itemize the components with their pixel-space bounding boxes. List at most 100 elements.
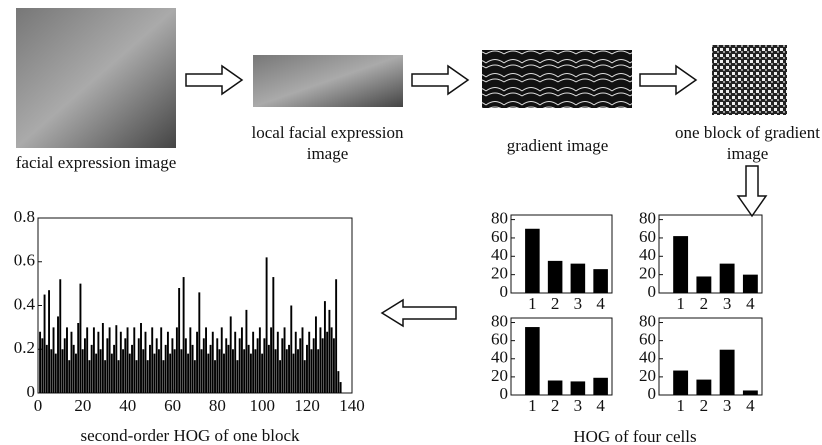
bar bbox=[183, 277, 185, 393]
y-tick-label: 0 bbox=[648, 282, 657, 301]
bar bbox=[156, 338, 158, 393]
y-tick-label: 60 bbox=[639, 330, 656, 349]
bar bbox=[145, 332, 147, 393]
bar bbox=[185, 338, 187, 393]
bar bbox=[158, 349, 160, 393]
bar bbox=[71, 332, 73, 393]
bar bbox=[319, 327, 321, 393]
figure: 00.20.40.60.8020406080100120140second-or… bbox=[0, 0, 822, 445]
bar bbox=[180, 349, 182, 393]
bar bbox=[124, 338, 126, 393]
bar bbox=[210, 345, 212, 393]
caption: one block of gradient image bbox=[675, 122, 820, 164]
y-tick-label: 0.8 bbox=[14, 207, 35, 226]
bar bbox=[295, 332, 297, 393]
x-tick-label: 4 bbox=[746, 294, 755, 313]
bar bbox=[115, 325, 117, 393]
bar bbox=[243, 349, 245, 393]
bar bbox=[189, 327, 191, 393]
x-tick-label: 120 bbox=[294, 396, 320, 415]
bar bbox=[64, 338, 66, 393]
bar bbox=[127, 327, 129, 393]
y-tick-label: 40 bbox=[491, 245, 508, 264]
y-tick-label: 0.4 bbox=[14, 294, 36, 313]
bar bbox=[46, 345, 48, 393]
bar bbox=[275, 349, 277, 393]
x-tick-label: 100 bbox=[250, 396, 276, 415]
bar bbox=[198, 292, 200, 393]
bar bbox=[324, 301, 326, 393]
bar bbox=[284, 327, 286, 393]
arrow bbox=[640, 66, 696, 94]
bar bbox=[102, 323, 104, 393]
bar bbox=[221, 327, 223, 393]
bar bbox=[86, 327, 88, 393]
bar bbox=[331, 327, 333, 393]
bar bbox=[162, 360, 164, 393]
bar bbox=[214, 360, 216, 393]
x-tick-label: 1 bbox=[528, 294, 537, 313]
bar bbox=[57, 316, 59, 393]
bar bbox=[109, 327, 111, 393]
y-tick-label: 80 bbox=[491, 311, 508, 330]
bar bbox=[122, 349, 124, 393]
bar bbox=[201, 349, 203, 393]
bar bbox=[337, 371, 339, 393]
bar bbox=[176, 327, 178, 393]
bar bbox=[136, 360, 138, 393]
bar bbox=[277, 332, 279, 393]
bar bbox=[266, 257, 268, 393]
bar bbox=[288, 345, 290, 393]
bar bbox=[593, 378, 608, 395]
bar bbox=[250, 354, 252, 393]
bar bbox=[59, 279, 61, 393]
bar bbox=[313, 338, 315, 393]
y-tick-label: 80 bbox=[491, 208, 508, 227]
x-tick-label: 4 bbox=[596, 294, 605, 313]
arrow bbox=[382, 300, 456, 326]
bar bbox=[192, 345, 194, 393]
y-tick-label: 60 bbox=[491, 330, 508, 349]
bar bbox=[75, 354, 77, 393]
bar bbox=[111, 354, 113, 393]
bar bbox=[720, 350, 735, 395]
x-tick-label: 60 bbox=[164, 396, 181, 415]
bar bbox=[39, 332, 41, 393]
bar bbox=[68, 360, 70, 393]
y-tick-label: 20 bbox=[491, 264, 508, 283]
y-tick-label: 20 bbox=[639, 366, 656, 385]
bar bbox=[335, 279, 337, 393]
x-tick-label: 1 bbox=[528, 396, 537, 415]
x-tick-label: 4 bbox=[596, 396, 605, 415]
bar bbox=[171, 338, 173, 393]
bar bbox=[223, 354, 225, 393]
caption: local facial expression image bbox=[250, 122, 405, 164]
bar bbox=[263, 338, 265, 393]
bar bbox=[311, 349, 313, 393]
bar bbox=[290, 306, 292, 394]
x-tick-label: 40 bbox=[119, 396, 136, 415]
bar bbox=[48, 290, 50, 393]
x-tick-label: 1 bbox=[676, 294, 685, 313]
y-tick-label: 0 bbox=[500, 384, 509, 403]
bar bbox=[279, 360, 281, 393]
bar bbox=[525, 327, 540, 395]
bar bbox=[174, 349, 176, 393]
arrow bbox=[412, 66, 468, 94]
canvas: 00.20.40.60.8020406080100120140second-or… bbox=[0, 0, 822, 445]
bar bbox=[293, 354, 295, 393]
bar bbox=[272, 277, 274, 393]
bar bbox=[77, 323, 79, 393]
bar bbox=[120, 332, 122, 393]
bar bbox=[167, 332, 169, 393]
caption: HOG of four cells bbox=[530, 426, 740, 445]
bar bbox=[248, 345, 250, 393]
bar bbox=[297, 349, 299, 393]
bar bbox=[228, 345, 230, 393]
bar bbox=[259, 327, 261, 393]
bar bbox=[88, 360, 90, 393]
y-tick-label: 60 bbox=[639, 227, 656, 246]
y-tick-label: 60 bbox=[491, 227, 508, 246]
bar bbox=[104, 360, 106, 393]
bar bbox=[44, 295, 46, 393]
